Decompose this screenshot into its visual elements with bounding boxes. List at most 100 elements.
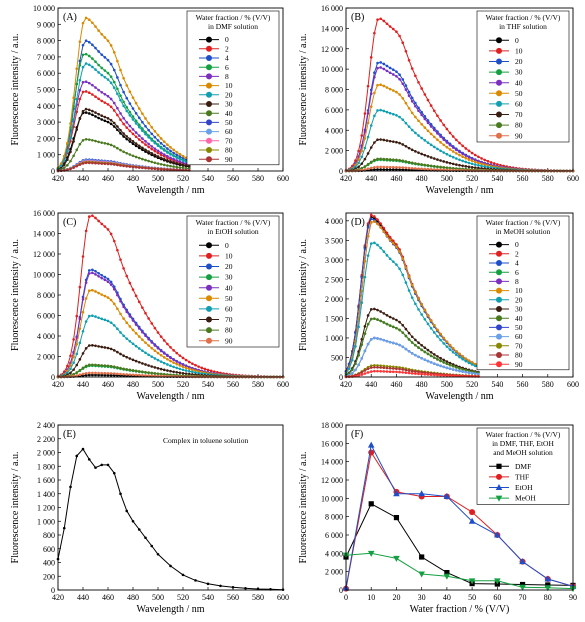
data-point bbox=[62, 154, 66, 158]
series-0 bbox=[56, 447, 285, 591]
data-point bbox=[75, 454, 79, 458]
data-point bbox=[100, 371, 104, 375]
data-point bbox=[439, 119, 442, 122]
data-point bbox=[461, 367, 464, 371]
data-point bbox=[442, 143, 446, 147]
data-point bbox=[116, 76, 119, 79]
data-point bbox=[125, 274, 129, 278]
series-line bbox=[345, 552, 574, 590]
data-point bbox=[97, 316, 100, 320]
data-point bbox=[388, 366, 392, 370]
data-point bbox=[391, 140, 395, 143]
data-point bbox=[432, 356, 436, 359]
data-point bbox=[131, 96, 135, 99]
legend-marker bbox=[206, 263, 212, 270]
data-point bbox=[112, 302, 116, 306]
data-point bbox=[436, 165, 439, 168]
x-tick-label: 440 bbox=[77, 174, 89, 183]
data-point bbox=[69, 122, 72, 125]
data-point bbox=[395, 318, 398, 322]
data-point bbox=[100, 222, 104, 226]
data-point bbox=[423, 350, 427, 354]
data-point bbox=[379, 157, 382, 161]
data-point bbox=[112, 365, 116, 368]
x-tick-label: 50 bbox=[468, 593, 476, 602]
data-point bbox=[162, 157, 166, 161]
data-point bbox=[442, 336, 446, 340]
data-point bbox=[382, 168, 386, 171]
data-point bbox=[423, 167, 427, 171]
data-point bbox=[418, 571, 425, 578]
data-point bbox=[141, 157, 144, 161]
data-point bbox=[169, 146, 172, 149]
data-point bbox=[382, 370, 386, 373]
data-point bbox=[442, 166, 446, 169]
data-point bbox=[423, 153, 427, 157]
data-point bbox=[91, 363, 94, 367]
data-point bbox=[404, 84, 408, 87]
data-point bbox=[519, 558, 526, 565]
x-tick-label: 460 bbox=[102, 380, 114, 389]
x-tick-label: 440 bbox=[77, 380, 89, 389]
data-point bbox=[72, 338, 75, 341]
data-point bbox=[91, 109, 94, 113]
data-point bbox=[172, 154, 175, 158]
data-point bbox=[116, 106, 119, 110]
data-point bbox=[398, 166, 401, 169]
legend: Water fraction / % (V/V)in THF solution0… bbox=[476, 10, 570, 143]
data-point bbox=[347, 367, 351, 371]
y-axis-label: Fluorescence intensity / a.u. bbox=[298, 239, 309, 351]
data-point bbox=[84, 111, 88, 114]
data-point bbox=[451, 155, 455, 159]
data-point bbox=[414, 74, 417, 78]
data-point bbox=[144, 536, 147, 540]
data-point bbox=[366, 152, 370, 155]
data-point bbox=[172, 161, 175, 164]
legend-marker bbox=[496, 324, 502, 331]
data-point bbox=[78, 142, 82, 146]
panel-label: (E) bbox=[63, 429, 76, 440]
data-point bbox=[401, 159, 405, 163]
data-point bbox=[376, 218, 379, 221]
data-point bbox=[414, 302, 417, 306]
x-tick-label: 440 bbox=[365, 380, 377, 389]
data-point bbox=[373, 91, 376, 95]
data-point bbox=[426, 322, 430, 326]
data-point bbox=[178, 155, 182, 158]
panel-label: (A) bbox=[63, 12, 77, 23]
data-point bbox=[385, 165, 389, 169]
data-point bbox=[59, 164, 63, 168]
data-point bbox=[150, 167, 154, 170]
data-point bbox=[156, 372, 160, 375]
x-axis-label: Water fraction / % (V/V) bbox=[410, 604, 510, 615]
data-point bbox=[119, 258, 122, 261]
legend-title: in DMF, THF, EtOH bbox=[492, 439, 554, 448]
data-point bbox=[97, 271, 100, 275]
data-point bbox=[388, 340, 392, 344]
data-point bbox=[426, 359, 430, 363]
data-point bbox=[401, 257, 405, 260]
data-point bbox=[87, 289, 91, 292]
data-point bbox=[175, 162, 179, 165]
x-tick-label: 580 bbox=[252, 593, 264, 602]
data-point bbox=[100, 276, 104, 280]
legend-label: 60 bbox=[225, 127, 233, 136]
legend-marker bbox=[496, 250, 502, 257]
data-point bbox=[75, 352, 79, 356]
data-point bbox=[369, 370, 373, 373]
x-tick-label: 520 bbox=[177, 380, 189, 389]
data-point bbox=[97, 373, 100, 377]
data-point bbox=[458, 141, 461, 145]
data-point bbox=[369, 364, 373, 367]
data-point bbox=[461, 155, 464, 159]
x-tick-label: 440 bbox=[365, 174, 377, 183]
y-tick-label: 4 000 bbox=[325, 217, 343, 226]
x-tick-label: 40 bbox=[443, 593, 451, 602]
data-point bbox=[134, 144, 138, 148]
data-point bbox=[420, 136, 423, 140]
data-point bbox=[477, 155, 480, 159]
data-point bbox=[87, 112, 91, 115]
data-point bbox=[153, 149, 157, 153]
data-point bbox=[109, 118, 113, 122]
data-point bbox=[458, 163, 461, 167]
